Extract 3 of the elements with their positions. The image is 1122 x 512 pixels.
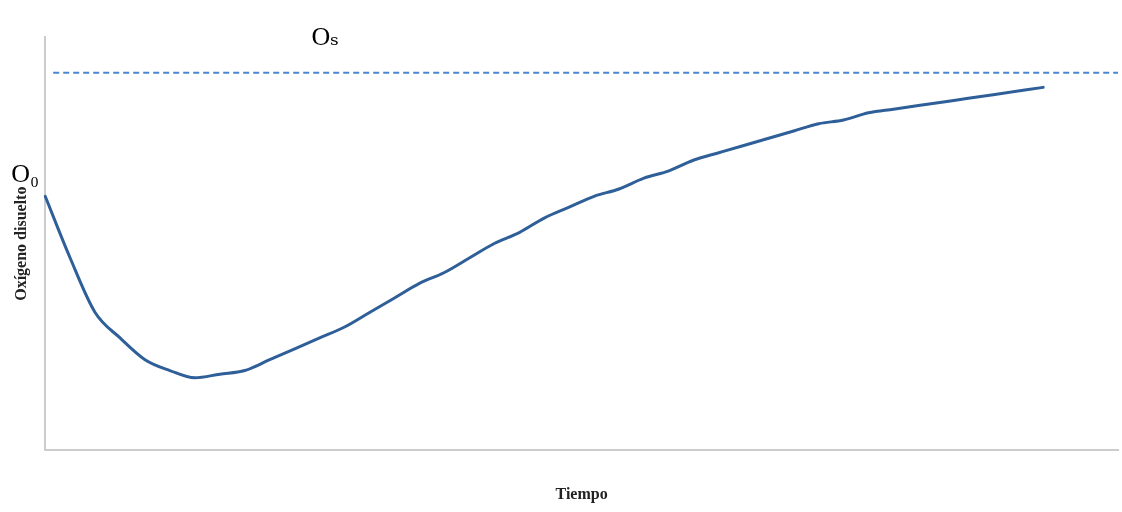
ref-line-label: Oₛ: [311, 21, 339, 51]
y-axis-title: Oxígeno disuelto: [11, 186, 30, 301]
x-axis-title: Tiempo: [555, 484, 608, 503]
